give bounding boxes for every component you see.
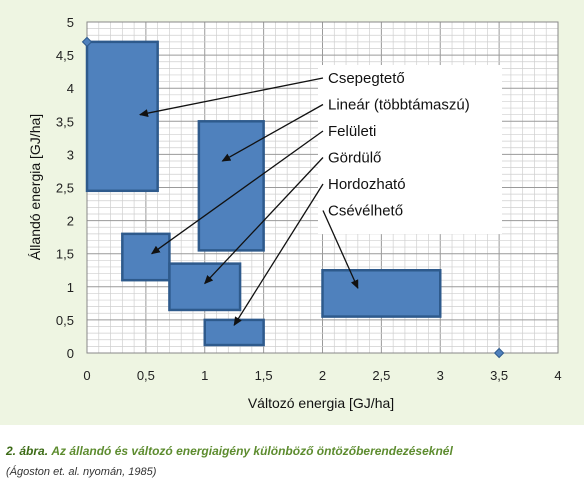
y-tick-label: 0,5 <box>56 313 74 328</box>
annotation-arrow <box>221 103 324 162</box>
y-tick-label: 1 <box>67 280 74 295</box>
figure-title: Az állandó és változó energiaigény külön… <box>51 444 453 458</box>
legend-label: Felületi <box>328 123 376 140</box>
arrows <box>139 77 359 327</box>
x-axis-label: Változó energia [GJ/ha] <box>248 395 394 411</box>
x-tick-label: 0 <box>83 368 90 383</box>
legend-label: Csepegtető <box>328 70 405 87</box>
figure-source: (Ágoston et. al. nyomán, 1985) <box>6 466 157 478</box>
legend-label: Hordozható <box>328 176 406 193</box>
y-tick-label: 3 <box>67 147 74 162</box>
legend-label: Gördülő <box>328 150 381 167</box>
x-tick-label: 3,5 <box>490 368 508 383</box>
x-tick-label: 3 <box>437 368 444 383</box>
y-axis-label: Állandó energia [GJ/ha] <box>27 114 43 260</box>
x-tick-label: 1,5 <box>255 368 273 383</box>
y-tick-label: 4,5 <box>56 48 74 63</box>
data-marker <box>493 347 505 359</box>
range-box <box>121 232 171 282</box>
x-tick-label: 0,5 <box>137 368 155 383</box>
legend-box <box>318 65 502 234</box>
range-box <box>85 40 159 193</box>
range-box <box>321 269 442 318</box>
annotation-arrow <box>322 210 359 290</box>
y-tick-label: 4 <box>67 81 74 96</box>
range-box <box>197 120 265 252</box>
figure-number: 2. ábra. <box>6 444 49 458</box>
legend: Csepegtető Lineár (többtámaszú) Felületi Gö… <box>318 65 502 234</box>
x-tick-label: 2,5 <box>372 368 390 383</box>
tick-labels: 0 0,5 1 1,5 2 2,5 3 3,5 4 0 0,5 1 1,5 2 2,5 3 3,5 4 4,5 5 <box>56 15 562 383</box>
y-tick-label: 2 <box>67 214 74 229</box>
figure-panel: 0 0,5 1 1,5 2 2,5 3 3,5 4 0 0,5 1 1,5 2 2,5 3 3,5 4 4,5 5 C… <box>0 0 584 425</box>
range-boxes <box>85 40 442 347</box>
y-tick-label: 0 <box>67 346 74 361</box>
legend-label: Csévélhető <box>328 203 403 220</box>
x-tick-label: 4 <box>554 368 561 383</box>
y-tick-label: 3,5 <box>56 114 74 129</box>
data-marker <box>81 36 93 48</box>
x-tick-label: 1 <box>201 368 208 383</box>
y-tick-label: 2,5 <box>56 181 74 196</box>
legend-label: Lineár (többtámaszú) <box>328 97 470 114</box>
annotation-arrow <box>150 130 324 255</box>
y-tick-label: 5 <box>67 15 74 30</box>
range-box <box>168 262 242 312</box>
range-box <box>203 318 265 347</box>
annotation-arrow <box>139 77 324 118</box>
annotation-arrow <box>233 183 324 327</box>
figure-caption: 2. ábra. Az állandó és változó energiaig… <box>6 444 580 458</box>
y-tick-label: 1,5 <box>56 247 74 262</box>
x-tick-label: 2 <box>319 368 326 383</box>
chart: 0 0,5 1 1,5 2 2,5 3 3,5 4 0 0,5 1 1,5 2 2,5 3 3,5 4 4,5 5 C… <box>27 15 562 411</box>
annotation-arrow <box>204 157 324 285</box>
markers <box>81 36 505 359</box>
